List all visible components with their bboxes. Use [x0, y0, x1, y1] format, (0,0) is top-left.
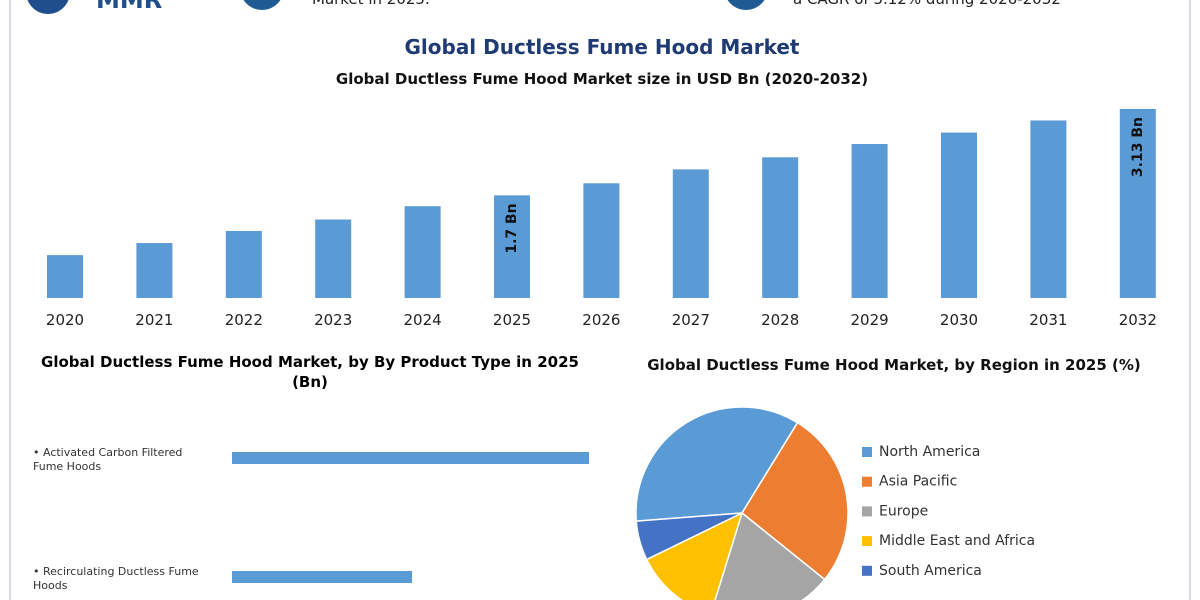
bar: [47, 255, 83, 298]
icon-circle: [727, 0, 765, 10]
legend-label: South America: [879, 563, 982, 579]
y-tick-label: • Activated Carbon Filtered Fume Hoods: [33, 446, 183, 473]
data-label: 1.7 Bn: [504, 203, 520, 253]
pie-slice: [645, 511, 744, 600]
legend-swatch: [862, 447, 872, 457]
header-note: Market in 2025.: [312, 0, 430, 8]
bar: [315, 219, 352, 298]
x-tick-label: 2028: [761, 311, 799, 329]
bar: [232, 571, 413, 583]
bar: [583, 183, 620, 298]
bar: [762, 157, 799, 298]
pie-slice: [635, 512, 743, 561]
legend-swatch: [862, 565, 872, 576]
x-tick-label: 2021: [135, 311, 173, 329]
data-label: 3.13 Bn: [1130, 117, 1146, 177]
bar: [404, 206, 441, 298]
bar: [1030, 120, 1067, 299]
x-tick-label: 2024: [404, 311, 442, 329]
chart-subtitle: Global Ductless Fume Hood Market size in…: [336, 70, 868, 88]
legend-label: Europe: [879, 503, 928, 519]
logo: MMR: [96, 0, 162, 14]
icon-circle: [243, 0, 281, 10]
bar: [672, 169, 709, 298]
chart-title: Global Ductless Fume Hood Market: [404, 35, 799, 59]
pie-slice: [741, 421, 849, 581]
legend-swatch: [862, 476, 872, 487]
legend-label: North America: [879, 444, 980, 460]
x-tick-label: 2025: [493, 311, 531, 329]
logo-globe: [27, 0, 69, 14]
bar: [136, 243, 173, 298]
chart-title: Global Ductless Fume Hood Market, by Reg…: [647, 356, 1140, 374]
bar: [494, 195, 530, 298]
x-tick-label: 2027: [672, 311, 710, 329]
x-tick-label: 2026: [582, 311, 620, 329]
pie-slice: [635, 406, 799, 522]
bar: [225, 230, 262, 298]
frame: [9, 0, 1191, 600]
x-tick-label: 2020: [46, 311, 84, 329]
y-tick-label: • Recirculating Ductless Fume Hoods: [33, 565, 199, 592]
x-tick-label: 2022: [225, 311, 263, 329]
chart-title: Global Ductless Fume Hood Market, by By …: [41, 353, 579, 391]
x-tick-label: 2030: [940, 311, 978, 329]
legend-label: Asia Pacific: [879, 474, 957, 490]
bar: [851, 144, 888, 298]
bar: [232, 452, 589, 464]
header-note: a CAGR of 5.12% during 2026-2032: [793, 0, 1061, 8]
x-tick-label: 2031: [1029, 311, 1067, 329]
legend-swatch: [862, 536, 872, 547]
x-tick-label: 2023: [314, 311, 352, 329]
bar: [941, 132, 977, 298]
legend-label: Middle East and Africa: [879, 533, 1035, 549]
x-tick-label: 2029: [851, 311, 889, 329]
legend-swatch: [862, 506, 872, 517]
pie-slice: [714, 511, 826, 600]
bar: [1119, 109, 1156, 298]
x-tick-label: 2032: [1119, 311, 1157, 329]
